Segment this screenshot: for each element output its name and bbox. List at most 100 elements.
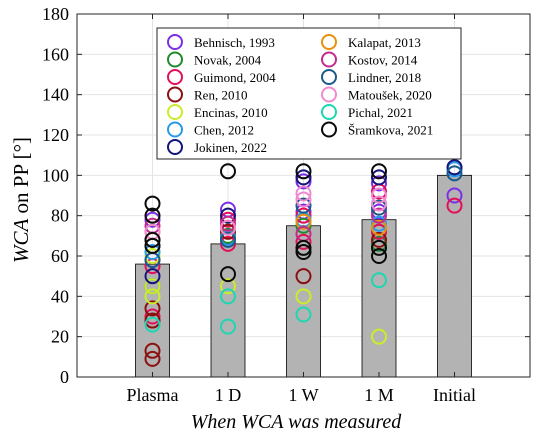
- legend-label: Kostov, 2014: [348, 53, 418, 68]
- data-point: [220, 207, 236, 224]
- bar: [210, 243, 246, 378]
- legend-label: Matoušek, 2020: [348, 88, 432, 103]
- x-tick-label: 1 W: [288, 385, 318, 405]
- data-point: [220, 318, 236, 335]
- legend-box: [156, 27, 462, 160]
- data-point: [295, 213, 312, 230]
- data-point: [220, 211, 236, 228]
- legend-marker: [321, 34, 337, 50]
- data-point: [295, 173, 312, 190]
- legend-marker: [321, 51, 337, 68]
- legend-marker: [321, 104, 337, 120]
- data-point: [220, 223, 236, 240]
- data-point: [446, 159, 463, 176]
- bar: [286, 225, 321, 378]
- data-point: [295, 169, 312, 186]
- x-tick-label: 1 M: [364, 385, 394, 405]
- data-point: [295, 207, 312, 224]
- data-point: [371, 223, 387, 240]
- data-point: [220, 231, 236, 248]
- legend-marker: [167, 86, 183, 103]
- data-point: [371, 199, 387, 216]
- legend-marker: [167, 69, 183, 85]
- legend-marker: [167, 34, 183, 50]
- data-point: [144, 308, 161, 325]
- data-point: [371, 248, 387, 264]
- axis-layer: 0 20 40 60 80 100 120 140 160 180 Plasma 1 D 1 W 1 M I…: [42, 4, 531, 405]
- data-point: [220, 163, 236, 180]
- data-point: [371, 239, 387, 256]
- y-tick-label: 20: [51, 327, 69, 347]
- data-point: [371, 215, 387, 232]
- data-point: [295, 243, 312, 260]
- data-point: [220, 235, 236, 252]
- data-point: [446, 165, 463, 182]
- bar: [135, 263, 170, 378]
- data-point: [144, 237, 161, 254]
- data-point: [220, 215, 236, 232]
- y-tick-label: 40: [51, 286, 69, 306]
- y-tick-label: 140: [42, 85, 69, 105]
- data-point: [446, 197, 463, 214]
- data-point: [371, 219, 387, 236]
- legend-label: Guimond, 2004: [194, 70, 276, 85]
- data-point: [144, 243, 161, 260]
- y-tick-label: 0: [60, 367, 69, 387]
- legend-label: Ren, 2010: [194, 88, 247, 103]
- y-tick-label: 60: [51, 246, 69, 266]
- data-point: [144, 316, 161, 333]
- y-tick-label: 120: [42, 125, 69, 145]
- bar: [361, 219, 397, 378]
- data-point: [295, 217, 312, 234]
- point-layer: [144, 159, 463, 367]
- data-point: [220, 266, 236, 283]
- data-point: [371, 195, 387, 212]
- data-point: [371, 169, 387, 186]
- data-point: [220, 288, 236, 305]
- data-point: [446, 187, 463, 204]
- data-point: [371, 207, 387, 224]
- data-point: [371, 328, 387, 345]
- data-point: [144, 268, 161, 285]
- data-point: [144, 231, 161, 248]
- data-point: [295, 268, 312, 285]
- legend-label: Behnisch, 1993: [194, 35, 275, 50]
- data-point: [371, 187, 387, 204]
- legend-marker: [321, 86, 337, 103]
- data-point: [144, 288, 161, 305]
- data-point: [144, 342, 161, 359]
- legend-label: Jokinen, 2022: [194, 140, 267, 155]
- data-point: [144, 211, 161, 228]
- y-tick-label: 160: [42, 44, 69, 64]
- y-axis-title-rest: on PP [°]: [9, 137, 33, 219]
- data-point: [371, 175, 387, 192]
- data-point: [295, 306, 312, 323]
- y-tick-label: 100: [42, 165, 69, 185]
- data-point: [295, 185, 312, 202]
- data-point: [144, 195, 161, 212]
- y-axis-title: WCA on PP [°]: [9, 137, 33, 263]
- data-point: [295, 233, 312, 250]
- legend-label: Pichal, 2021: [348, 105, 413, 120]
- data-point: [371, 163, 387, 180]
- legend-label: Šramkova, 2021: [348, 123, 433, 138]
- data-point: [371, 203, 387, 220]
- data-point: [295, 288, 312, 305]
- data-point: [295, 239, 312, 256]
- x-axis-title: When WCA was measured: [191, 411, 403, 433]
- legend-marker: [167, 121, 183, 138]
- data-point: [144, 300, 161, 317]
- y-tick-label: 180: [42, 4, 69, 24]
- legend-marker: [167, 51, 183, 68]
- data-point: [371, 272, 387, 289]
- legend-label: Novak, 2004: [194, 53, 262, 68]
- x-tick-label: 1 D: [215, 385, 242, 405]
- legend-label: Encinas, 2010: [194, 105, 268, 120]
- data-point: [144, 350, 161, 367]
- legend-marker: [321, 69, 337, 85]
- data-point: [371, 231, 387, 248]
- data-point: [295, 191, 312, 208]
- data-point: [144, 278, 161, 295]
